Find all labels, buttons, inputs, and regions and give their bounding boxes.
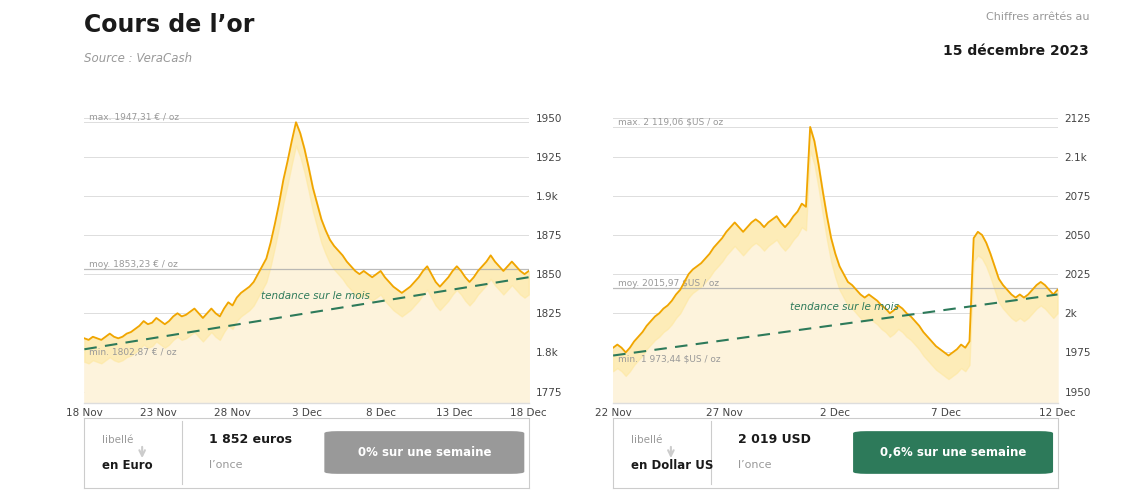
- Text: Cours de l’or: Cours de l’or: [84, 12, 254, 36]
- Text: Source : VeraCash: Source : VeraCash: [84, 52, 192, 66]
- Text: 0,6% sur une semaine: 0,6% sur une semaine: [880, 446, 1026, 459]
- Text: min. 1 973,44 $US / oz: min. 1 973,44 $US / oz: [618, 355, 720, 364]
- FancyBboxPatch shape: [853, 431, 1053, 474]
- Text: libellé: libellé: [102, 435, 134, 445]
- Text: moy. 2015,97 $US / oz: moy. 2015,97 $US / oz: [618, 279, 719, 288]
- Text: l’once: l’once: [738, 460, 771, 470]
- FancyBboxPatch shape: [324, 431, 524, 474]
- Text: 0% sur une semaine: 0% sur une semaine: [358, 446, 492, 459]
- Text: max. 1947,31 € / oz: max. 1947,31 € / oz: [89, 112, 179, 122]
- Text: Chiffres arrêtés au: Chiffres arrêtés au: [986, 12, 1089, 22]
- Text: moy. 1853,23 € / oz: moy. 1853,23 € / oz: [89, 260, 178, 269]
- Text: 2 019 USD: 2 019 USD: [738, 434, 810, 446]
- Text: l’once: l’once: [209, 460, 242, 470]
- Text: 15 décembre 2023: 15 décembre 2023: [943, 44, 1089, 58]
- Text: libellé: libellé: [631, 435, 663, 445]
- Text: en Dollar US: en Dollar US: [631, 458, 713, 471]
- Text: max. 2 119,06 $US / oz: max. 2 119,06 $US / oz: [618, 118, 723, 127]
- Text: tendance sur le mois: tendance sur le mois: [790, 302, 899, 312]
- Text: tendance sur le mois: tendance sur le mois: [261, 290, 370, 300]
- Text: 1 852 euros: 1 852 euros: [209, 434, 291, 446]
- Text: min. 1802,87 € / oz: min. 1802,87 € / oz: [89, 348, 177, 357]
- Text: en Euro: en Euro: [102, 458, 153, 471]
